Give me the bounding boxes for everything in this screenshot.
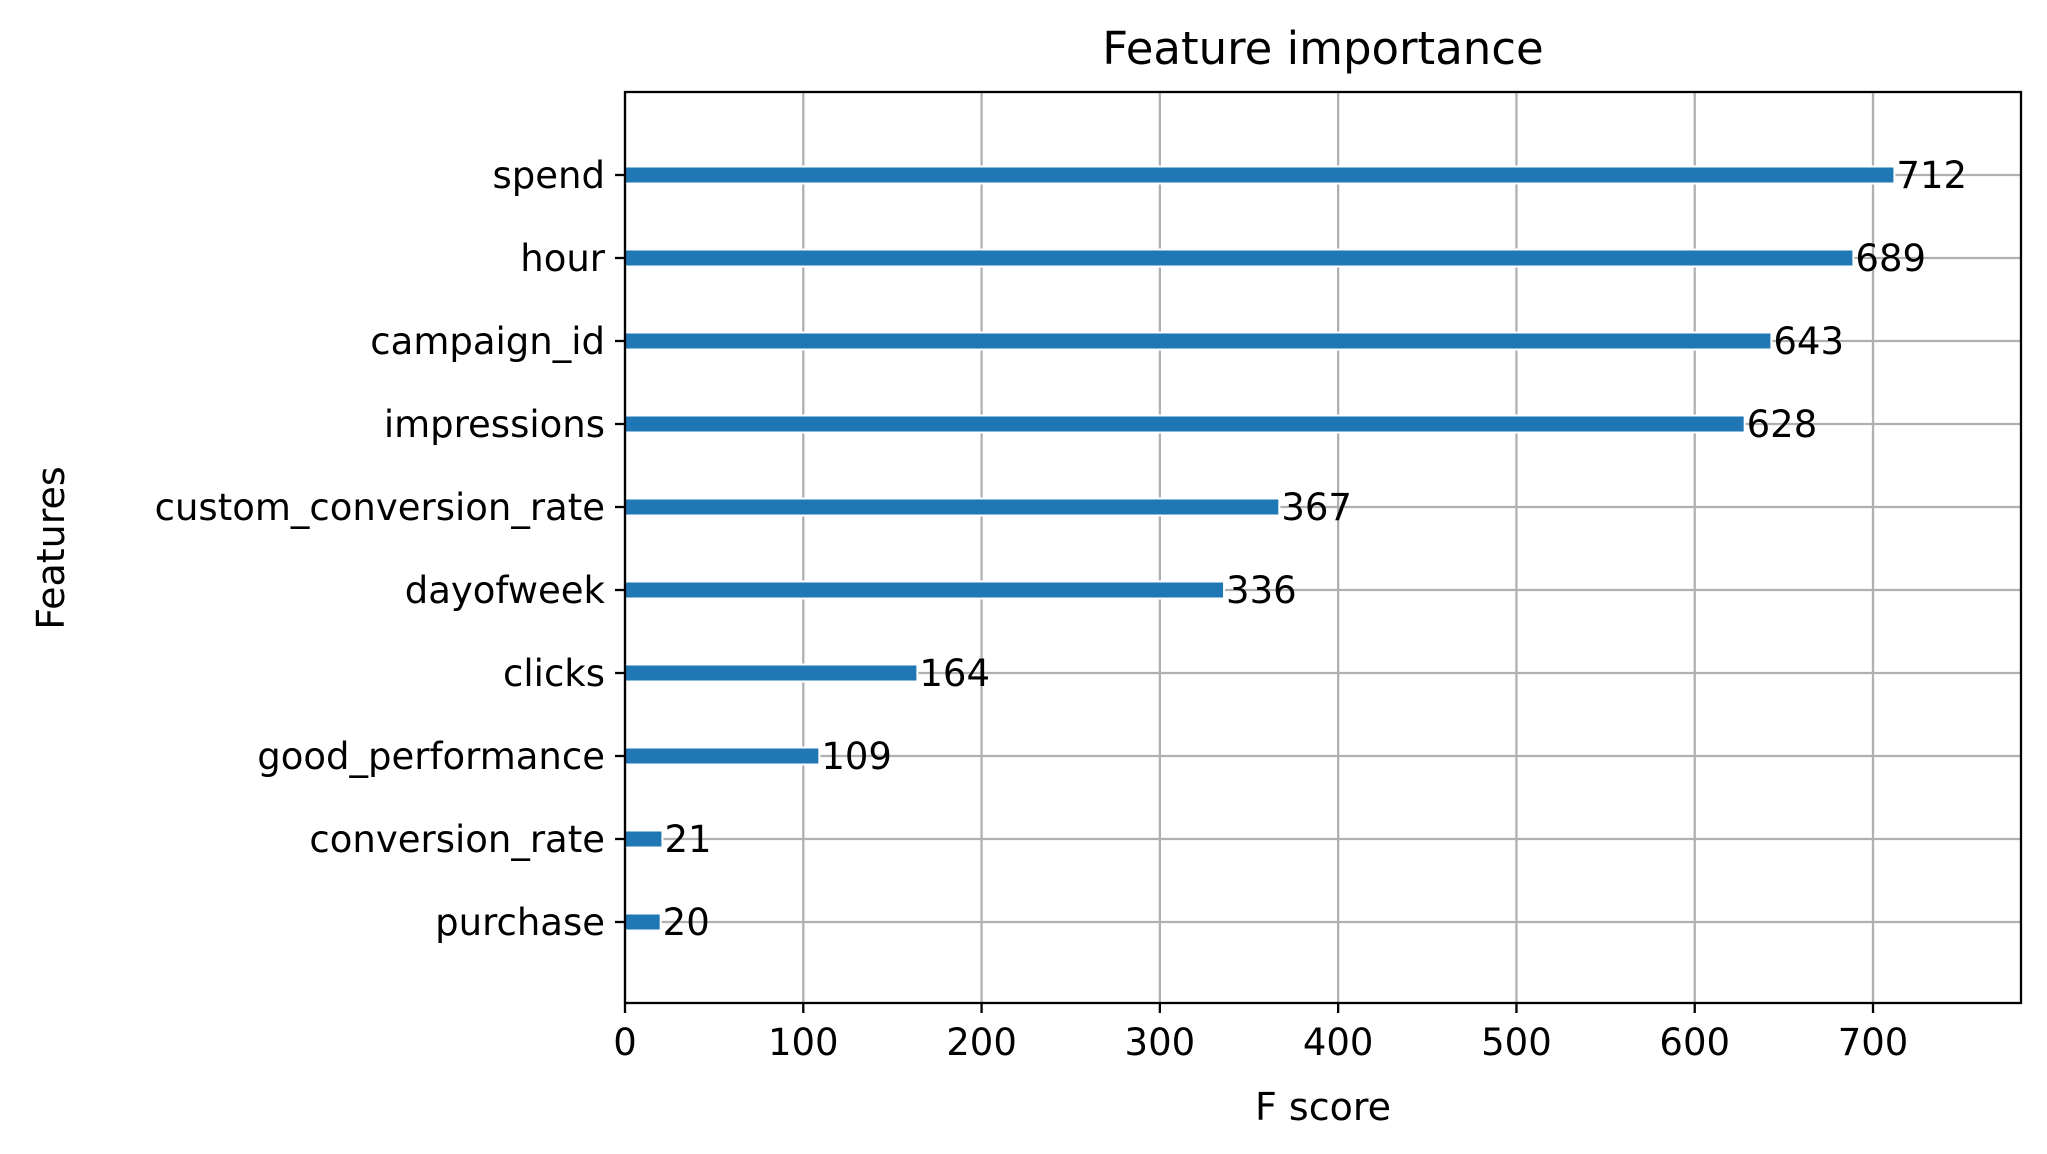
bar-hour xyxy=(624,248,1855,268)
y-axis-ticks: purchase conversion_rate good_performance c… xyxy=(155,154,625,944)
value-label: 628 xyxy=(1747,403,1818,446)
value-labels: 20 21 109 164 336 367 628 643 689 712 xyxy=(663,154,1967,944)
y-tick-label: custom_conversion_rate xyxy=(155,486,605,529)
y-tick-label: conversion_rate xyxy=(309,818,605,861)
bar-good-performance xyxy=(624,746,821,766)
y-axis-label: Features xyxy=(29,466,73,629)
y-tick-label: hour xyxy=(520,237,606,280)
y-tick-label: good_performance xyxy=(257,735,605,778)
bar-dayofweek xyxy=(624,580,1226,600)
value-label: 20 xyxy=(663,901,710,944)
bar-custom-conversion-rate xyxy=(624,497,1281,517)
x-tick-label: 100 xyxy=(768,1021,839,1064)
value-label: 643 xyxy=(1773,320,1844,363)
y-tick-label: spend xyxy=(493,154,605,197)
grid-lines xyxy=(623,92,2021,1003)
chart-title: Feature importance xyxy=(1102,22,1543,75)
value-label: 336 xyxy=(1226,569,1297,612)
plot-frame xyxy=(623,90,2023,1005)
bar-spend xyxy=(624,165,1896,185)
bar-campaign-id xyxy=(624,331,1773,351)
bar-purchase xyxy=(624,912,662,932)
bar-impressions xyxy=(624,414,1746,434)
x-tick-label: 300 xyxy=(1125,1021,1196,1064)
y-tick-label: dayofweek xyxy=(405,569,606,612)
value-label: 712 xyxy=(1896,154,1967,197)
x-axis-ticks: 0 100 200 300 400 500 600 700 xyxy=(613,1003,1908,1064)
x-tick-label: 0 xyxy=(613,1021,637,1064)
x-tick-label: 500 xyxy=(1481,1021,1552,1064)
y-tick-label: impressions xyxy=(384,403,605,446)
y-tick-label: campaign_id xyxy=(370,320,605,363)
x-tick-label: 400 xyxy=(1303,1021,1374,1064)
x-tick-label: 600 xyxy=(1659,1021,1730,1064)
bar-clicks xyxy=(624,663,919,683)
bar-conversion-rate xyxy=(624,829,664,849)
x-axis-label: F score xyxy=(1255,1085,1391,1129)
value-label: 21 xyxy=(664,818,711,861)
x-tick-label: 200 xyxy=(946,1021,1017,1064)
value-label: 689 xyxy=(1855,237,1926,280)
value-label: 109 xyxy=(821,735,892,778)
x-tick-label: 700 xyxy=(1838,1021,1909,1064)
y-tick-label: purchase xyxy=(435,901,605,944)
value-label: 367 xyxy=(1281,486,1352,529)
bars xyxy=(624,165,1896,932)
value-label: 164 xyxy=(919,652,990,695)
y-tick-label: clicks xyxy=(503,652,605,695)
